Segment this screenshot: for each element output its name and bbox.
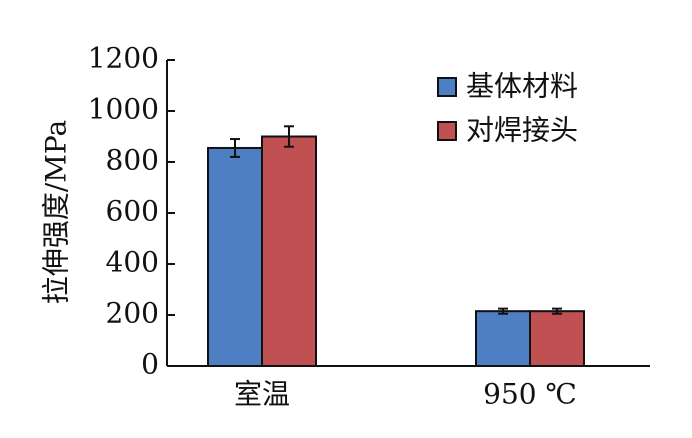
y-tick-label: 800: [106, 144, 159, 177]
bar-butt-joint-1: [529, 310, 585, 367]
x-category-label: 950 ℃: [483, 378, 577, 411]
y-tick-label: 1000: [88, 93, 159, 126]
y-axis-title: 拉伸强度/MPa: [40, 120, 73, 304]
y-ticks: 0 200 400 600 800 1000 1200: [88, 42, 175, 381]
bar-base-material-0: [207, 146, 263, 367]
legend-label: 基体材料: [466, 70, 578, 103]
bar-base-material-1: [475, 310, 531, 367]
bars: [207, 135, 585, 367]
y-tick-label: 0: [141, 348, 159, 381]
x-category-label: 室温: [234, 378, 290, 411]
legend-swatch: [437, 121, 457, 141]
y-tick-label: 200: [106, 297, 159, 330]
legend-label: 对焊接头: [466, 114, 578, 147]
y-tick-label: 1200: [88, 42, 159, 75]
error-bars: [230, 125, 562, 315]
bar-butt-joint-0: [261, 135, 317, 367]
y-axis-title-group: 拉伸强度/MPa: [40, 120, 73, 304]
legend-swatch: [437, 77, 457, 97]
y-tick-label: 600: [106, 195, 159, 228]
y-tick-label: 400: [106, 246, 159, 279]
x-category-labels: 室温 950 ℃: [234, 378, 577, 411]
